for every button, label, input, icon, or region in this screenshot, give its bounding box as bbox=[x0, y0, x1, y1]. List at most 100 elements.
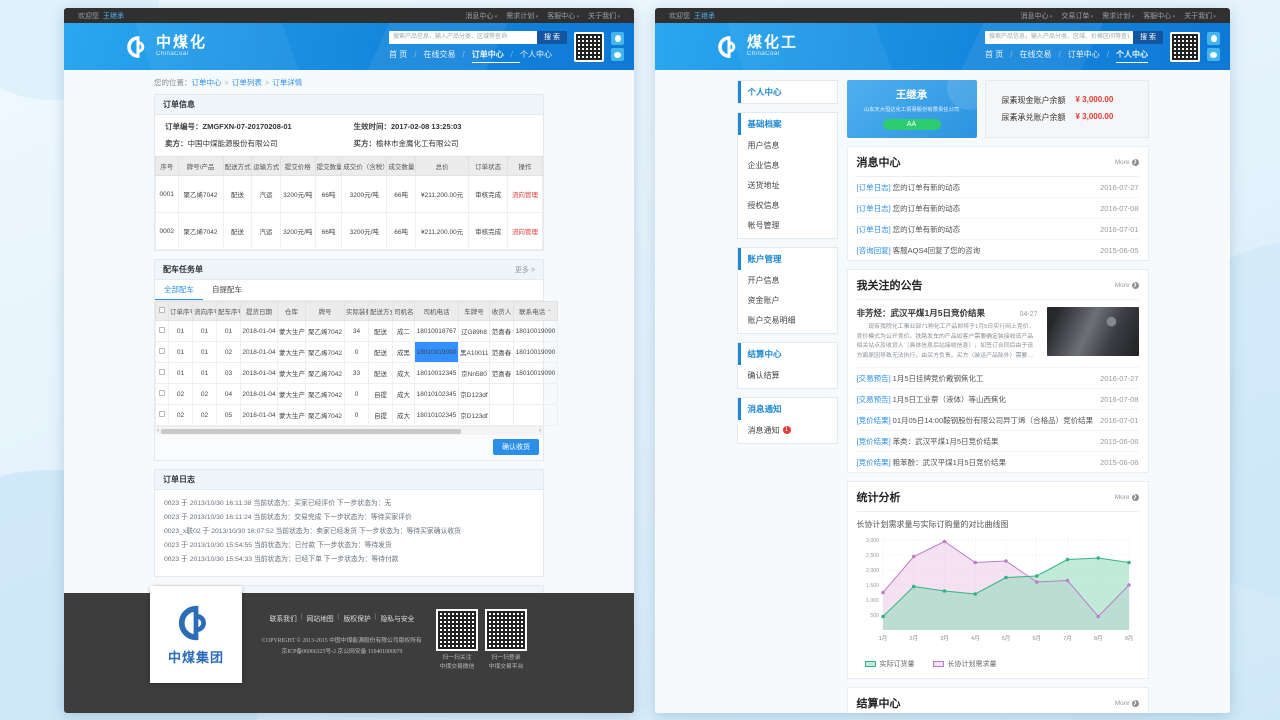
utility-link[interactable]: 关于我们 bbox=[1184, 11, 1216, 21]
sidebar-item-送货地址[interactable]: 送货地址 bbox=[747, 180, 780, 190]
username-link[interactable]: 王继承 bbox=[103, 12, 124, 20]
collapse-icon[interactable]: ⌃ bbox=[545, 310, 552, 316]
sidebar-item-消息通知[interactable]: 消息通知 1 bbox=[738, 420, 837, 440]
list-item[interactable]: [竞价结果] 粗苯酚：武汉平煤1月5日竞价结果 2015-06-06 bbox=[857, 452, 1139, 472]
dispatch-more-link[interactable]: 更多 > bbox=[514, 266, 535, 274]
sidebar-item-授权信息[interactable]: 授权信息 bbox=[747, 200, 780, 210]
row-checkbox[interactable] bbox=[155, 404, 169, 426]
checkbox-icon[interactable] bbox=[159, 390, 165, 396]
flow-manage-link[interactable]: 流向管理 bbox=[512, 229, 539, 236]
row-checkbox[interactable] bbox=[155, 341, 169, 363]
list-item[interactable]: [竞价结果] 苯类：武汉平煤1月5日竞价结果 2015-06-06 bbox=[856, 431, 1139, 453]
sidebar-item-资金账户[interactable]: 资金账户 bbox=[747, 295, 780, 305]
nav-item-在线交易[interactable]: 在线交易 bbox=[424, 49, 472, 63]
table-cell: 成大 bbox=[392, 362, 415, 384]
nav-item-个人中心[interactable]: 个人中心 bbox=[519, 49, 552, 59]
list-item[interactable]: [订单日志] 您的订单有新的动态 2016-07-08 bbox=[856, 198, 1139, 219]
confirm-receipt-button[interactable]: 确认收货 bbox=[493, 439, 539, 455]
list-item[interactable]: [交易预告] 1月5日工业萘（液体）等山西焦化 2016-07-08 bbox=[856, 389, 1139, 411]
row-checkbox[interactable] bbox=[155, 320, 169, 342]
row-checkbox[interactable] bbox=[155, 383, 169, 405]
sidebar-section-title-基础档案[interactable]: 基础档案 bbox=[737, 113, 837, 135]
utility-link[interactable]: 关于我们 bbox=[588, 11, 620, 21]
wechat-icon[interactable] bbox=[611, 48, 624, 61]
utility-link[interactable]: 客服中心 bbox=[547, 11, 579, 21]
footer-link[interactable]: 隐私与安全 bbox=[380, 616, 415, 623]
list-item[interactable]: [咨询回复] 客服AQS4回复了您的咨询 2015-06-05 bbox=[857, 240, 1139, 260]
scroll-left-arrow[interactable]: ‹ bbox=[157, 428, 159, 434]
tab-全部配车[interactable]: 全部配车 bbox=[155, 280, 203, 300]
sidebar-section-title-结算中心[interactable]: 结算中心 bbox=[737, 343, 837, 365]
announcements-panel: 我关注的公告 More ❯ 非芳烃：武汉平煤1月5日竞价结果 04-27 现有我院… bbox=[846, 269, 1149, 474]
search-button[interactable]: 搜 索 bbox=[1133, 30, 1163, 44]
list-item[interactable]: [竞价结果] 01月05日14:00鞍钢股份有限公司异丁烯（合格品）竞价结果 201… bbox=[856, 410, 1139, 432]
nav-item-在线交易[interactable]: 在线交易 bbox=[1020, 49, 1068, 63]
tab-自提配车[interactable]: 自提配车 bbox=[212, 285, 242, 294]
flow-manage-link[interactable]: 流向管理 bbox=[512, 192, 539, 199]
sidebar-item-帐号管理[interactable]: 帐号管理 bbox=[747, 220, 780, 230]
checkbox-icon[interactable] bbox=[159, 369, 165, 375]
checkbox-icon[interactable] bbox=[159, 348, 165, 354]
utility-link[interactable]: 消息中心 bbox=[1020, 11, 1052, 21]
featured-announcement[interactable]: 非芳烃：武汉平煤1月5日竞价结果 04-27 现有我院化工事业部71种化工产品即… bbox=[856, 300, 1139, 369]
sidebar-item-确认结算[interactable]: 确认结算 bbox=[747, 370, 780, 380]
nav-item-订单中心[interactable]: 订单中心 bbox=[471, 49, 520, 63]
scrollbar-thumb[interactable] bbox=[161, 428, 461, 434]
table-cell: 2018-01-04 bbox=[240, 362, 278, 384]
search-input[interactable] bbox=[389, 30, 538, 44]
select-all-checkbox[interactable] bbox=[155, 301, 169, 321]
column-header: 订单序号 bbox=[168, 301, 193, 321]
app-store-icon[interactable] bbox=[1207, 32, 1220, 45]
username-link[interactable]: 王继承 bbox=[694, 12, 715, 20]
log-line: 0023 于 2013/10/30 15:54:55 当前状态为：已付款 下一步… bbox=[164, 541, 392, 549]
sidebar-item-开户信息[interactable]: 开户信息 bbox=[747, 275, 780, 285]
row-checkbox[interactable] bbox=[155, 362, 169, 384]
list-item[interactable]: [订单日志] 您的订单有新的动态 2016-07-27 bbox=[856, 177, 1139, 198]
sidebar-item-用户信息[interactable]: 用户信息 bbox=[747, 140, 780, 150]
sidebar-item-企业信息[interactable]: 企业信息 bbox=[747, 160, 780, 170]
settlement-more-link[interactable]: More ❯ bbox=[1114, 699, 1139, 707]
nav-item-首页[interactable]: 首 页 bbox=[985, 49, 1019, 63]
utility-link[interactable]: 需求计划 bbox=[1102, 11, 1134, 21]
svg-text:8月: 8月 bbox=[1093, 635, 1102, 642]
sidebar-section-title-账户管理[interactable]: 账户管理 bbox=[737, 248, 837, 270]
utility-link[interactable]: 需求计划 bbox=[506, 11, 538, 21]
footer-link[interactable]: 网站地图 bbox=[306, 616, 334, 623]
utility-link[interactable]: 交易订单 bbox=[1061, 11, 1093, 21]
breadcrumb-link[interactable]: 订单中心 bbox=[191, 78, 222, 87]
search-button[interactable]: 搜 索 bbox=[537, 30, 567, 44]
nav-item-个人中心[interactable]: 个人中心 bbox=[1115, 49, 1148, 63]
announcements-more-link[interactable]: More ❯ bbox=[1114, 281, 1139, 289]
sidebar-item-账户交易明细[interactable]: 账户交易明细 bbox=[747, 315, 796, 325]
breadcrumb-link[interactable]: 订单列表 bbox=[231, 78, 262, 87]
personal-center-page: 欢迎您 王继承 消息中心交易订单需求计划客服中心关于我们 煤化工 ChinaCo… bbox=[655, 8, 1230, 713]
list-item-date: 2016-07-27 bbox=[1100, 182, 1139, 192]
sidebar-section-title-个人中心[interactable]: 个人中心 bbox=[737, 81, 837, 103]
statistics-more-link[interactable]: More ❯ bbox=[1114, 493, 1139, 501]
message-center-more-link[interactable]: More ❯ bbox=[1114, 158, 1139, 166]
featured-title[interactable]: 非芳烃：武汉平煤1月5日竞价结果 bbox=[856, 308, 985, 318]
checkbox-icon[interactable] bbox=[159, 327, 165, 333]
breadcrumb-link[interactable]: 订单详情 bbox=[272, 78, 303, 87]
search-input[interactable] bbox=[985, 30, 1134, 44]
footer-link[interactable]: 联系我们 bbox=[269, 616, 297, 623]
footer-link[interactable]: 版权保护 bbox=[343, 616, 371, 623]
nav-item-首页[interactable]: 首 页 bbox=[389, 49, 423, 63]
app-store-icon[interactable] bbox=[611, 32, 624, 45]
checkbox-icon[interactable] bbox=[159, 307, 165, 313]
utility-link[interactable]: 消息中心 bbox=[465, 11, 497, 21]
balance-row: 尿素现金账户余额 ¥ 3,000.00 bbox=[1002, 95, 1148, 106]
nav-item-订单中心[interactable]: 订单中心 bbox=[1068, 49, 1116, 63]
utility-link[interactable]: 客服中心 bbox=[1143, 11, 1175, 21]
site-logo[interactable]: 煤化工 ChinaCoal bbox=[717, 34, 798, 59]
table-cell: 01 bbox=[192, 341, 217, 363]
checkbox-icon[interactable] bbox=[159, 411, 165, 417]
horizontal-scrollbar[interactable]: ‹ › bbox=[155, 426, 543, 435]
scroll-right-arrow[interactable]: › bbox=[539, 428, 541, 434]
credit-grade-button[interactable]: AA bbox=[882, 119, 941, 130]
site-logo[interactable]: 中煤化 ChinaCoal bbox=[126, 34, 207, 59]
list-item[interactable]: [交易预告] 1月5日挂牌竞价戴钢焦化工 2016-07-27 bbox=[856, 368, 1139, 390]
sidebar-section-title-消息通知[interactable]: 消息通知 bbox=[737, 398, 837, 420]
list-item[interactable]: [订单日志] 您的订单有新的动态 2016-07-01 bbox=[856, 219, 1139, 240]
wechat-icon[interactable] bbox=[1207, 48, 1220, 61]
